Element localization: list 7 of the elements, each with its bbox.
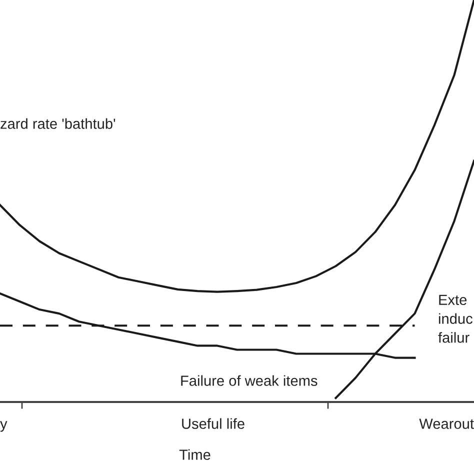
text: Wearout bbox=[419, 418, 474, 429]
annotation: zard rate 'bathtub' bbox=[0, 118, 116, 129]
text: Useful life bbox=[182, 418, 244, 429]
annotation: Exte induc failur bbox=[438, 294, 472, 343]
x-axis-title: Time bbox=[179, 449, 210, 460]
text: y bbox=[0, 421, 8, 432]
annotation: Failure of weak items bbox=[181, 375, 318, 386]
